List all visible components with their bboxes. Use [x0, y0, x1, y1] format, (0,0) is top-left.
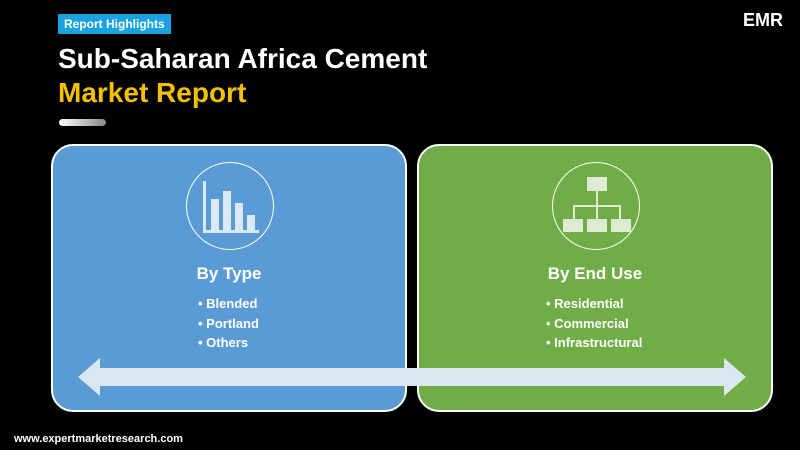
emr-logo: EMR — [743, 10, 783, 30]
list-item: Blended — [198, 294, 259, 314]
card-heading: By End Use — [547, 264, 643, 283]
by-type-card: By Type Blended Portland Others — [51, 144, 407, 412]
list-item: Infrastructural — [546, 333, 642, 353]
double-arrow-icon — [78, 358, 746, 396]
report-highlights-badge: Report Highlights — [58, 14, 171, 34]
list-item: Residential — [546, 294, 642, 314]
page-title: Sub-Saharan Africa Cement Market Report — [58, 42, 427, 110]
card-heading: By Type — [196, 264, 262, 283]
list-item: Others — [198, 333, 259, 353]
title-line-1: Sub-Saharan Africa Cement — [58, 43, 428, 74]
hierarchy-icon — [552, 162, 640, 250]
footer-url: www.expertmarketresearch.com — [14, 433, 183, 445]
list-item: Commercial — [546, 314, 642, 334]
title-line-2: Market Report — [58, 77, 247, 108]
bar-chart-icon — [186, 162, 274, 250]
decorative-pill — [59, 119, 106, 126]
list-item: Portland — [198, 314, 259, 334]
by-end-use-card: By End Use Residential Commercial Infras… — [417, 144, 773, 412]
